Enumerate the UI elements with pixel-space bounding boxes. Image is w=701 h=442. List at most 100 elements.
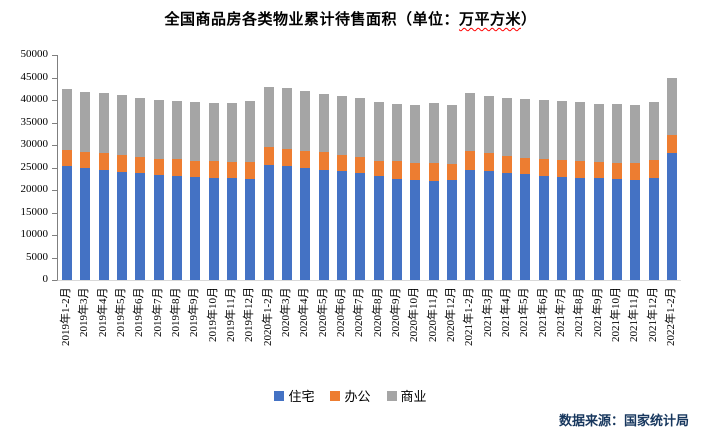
bar-segment-商业 [117,95,127,155]
bar-segment-商业 [392,104,402,162]
bar-segment-住宅 [154,175,164,280]
bar-segment-办公 [282,148,292,167]
legend-swatch-icon [274,390,285,401]
x-tick-label: 2020年4月 [298,287,311,338]
bar-segment-办公 [539,159,549,176]
bar-segment-商业 [99,92,109,154]
y-tick-mark [52,235,57,236]
bar-segment-办公 [594,161,604,179]
y-tick-mark [52,100,57,101]
bar-segment-住宅 [520,174,530,280]
bar-segment-办公 [520,157,530,175]
bar-segment-商业 [374,101,384,161]
bar-segment-住宅 [539,175,549,280]
x-tick-label: 2019年8月 [170,287,183,338]
bar-segment-住宅 [300,168,310,280]
bar-segment-办公 [62,149,72,166]
y-tick-label: 10000 [20,228,49,240]
x-tick-label: 2021年10月 [609,287,622,342]
bar-segment-商业 [245,101,255,162]
bar-segment-办公 [154,158,164,176]
chart-title-unit: 万平方米 [458,10,521,28]
legend-swatch-icon [386,390,397,401]
legend-label: 商业 [400,389,427,404]
bar-segment-商业 [520,99,530,158]
x-tick-label: 2021年7月 [554,287,567,338]
x-tick-label: 2019年6月 [133,287,146,338]
legend-item-住宅: 住宅 [274,386,314,405]
bar-segment-办公 [447,163,457,180]
legend-swatch-icon [330,390,341,401]
y-tick-mark [52,280,57,281]
bar-segment-办公 [245,161,255,179]
bar-segment-办公 [117,154,127,172]
x-tick-label: 2021年4月 [499,287,512,338]
bar-segment-住宅 [667,152,677,280]
bar-segment-住宅 [80,168,90,280]
bar-segment-住宅 [392,178,402,280]
x-tick-label: 2020年6月 [335,287,347,338]
bar-segment-办公 [300,150,310,168]
bar-segment-办公 [190,160,200,177]
y-tick-label: 5000 [26,250,48,263]
bar-segment-办公 [135,156,145,174]
y-tick-label: 30000 [20,138,49,150]
x-tick-label: 2020年10月 [408,287,421,342]
bar-segment-商业 [557,100,567,160]
bar-segment-住宅 [245,178,255,280]
x-tick-label: 2021年11月 [628,287,641,342]
bar-segment-商业 [337,95,347,156]
bar-segment-商业 [80,91,90,152]
x-tick-label: 2019年10月 [206,287,219,342]
bar-segment-住宅 [355,172,365,280]
bar-segment-住宅 [649,177,659,280]
legend-item-办公: 办公 [330,386,371,405]
bar-segment-住宅 [282,166,292,280]
x-axis: 2019年1-2月 2019年3月 2019年4月 2019年5月 2019年6月 201… [0,287,701,383]
bar-segment-住宅 [575,177,585,280]
bar-segment-办公 [374,160,384,177]
x-tick-label: 2021年5月 [518,287,531,338]
bar-segment-住宅 [502,172,512,280]
chart-title-text: 全国商品房各类物业累计待售面积（单位： [164,10,459,28]
x-tick-label: 2019年3月 [78,287,91,338]
bar-segment-办公 [209,161,219,178]
bar-segment-商业 [667,78,677,136]
data-source-note: 数据来源：国家统计局 [558,413,689,428]
x-tick-label: 2020年12月 [444,287,457,342]
bar-segment-住宅 [190,177,200,280]
bar-segment-办公 [612,162,622,180]
legend-item-商业: 商业 [386,386,427,405]
x-tick-label: 2022年1-2月 [664,287,677,346]
y-tick-label: 35000 [20,115,49,128]
x-tick-label: 2021年6月 [536,287,549,338]
bar-segment-住宅 [337,171,347,280]
bar-segment-住宅 [447,179,457,280]
bar-segment-商业 [190,102,200,161]
bar-segment-住宅 [429,180,439,280]
x-tick-label: 2020年11月 [426,287,439,342]
bar-segment-商业 [649,101,659,161]
bar-segment-商业 [594,104,604,162]
bar-segment-住宅 [99,169,109,280]
bar-segment-办公 [410,163,420,180]
y-tick-label: 40000 [20,93,49,105]
bar-segment-办公 [227,161,237,179]
bar-segment-住宅 [410,179,420,280]
bar-segment-办公 [484,153,494,172]
y-tick-mark [52,145,57,146]
bar-segment-商业 [62,88,72,150]
x-tick-label: 2020年8月 [371,287,384,338]
bar-segment-商业 [300,90,310,151]
chart-title-close-paren: ） [521,10,537,28]
legend-label: 办公 [344,389,371,404]
y-tick-mark [52,55,57,56]
bar-segment-商业 [227,102,237,162]
bar-segment-住宅 [135,173,145,280]
bar-segment-办公 [392,161,402,179]
bar-segment-商业 [410,104,420,163]
bar-segment-商业 [264,87,274,148]
legend-label: 住宅 [288,389,315,404]
y-tick-mark [52,122,57,124]
y-tick-label: 50000 [20,48,49,60]
